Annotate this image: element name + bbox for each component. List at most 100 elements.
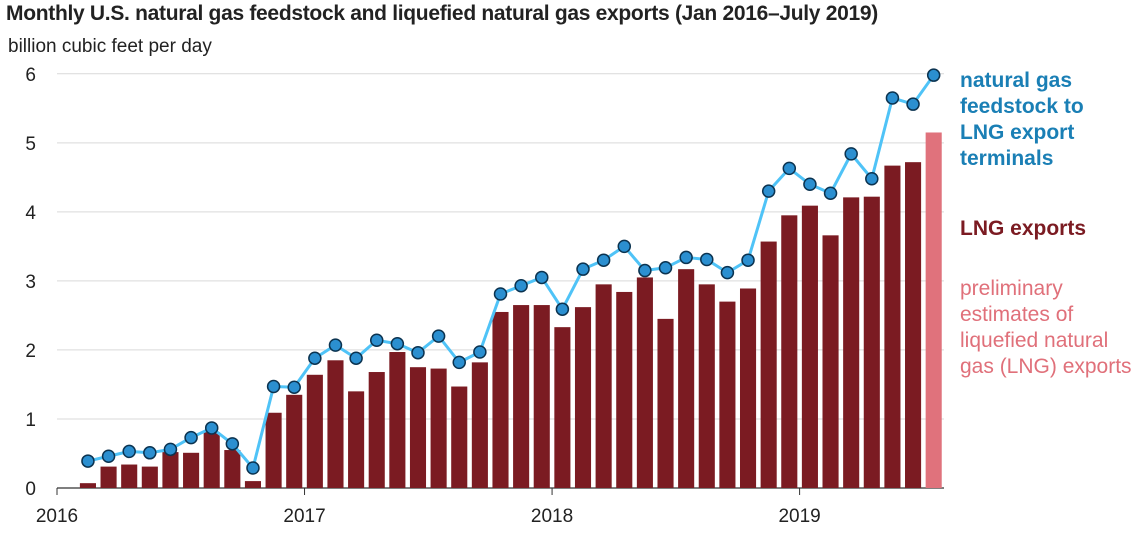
feedstock-point <box>596 253 611 267</box>
lng-export-bar <box>698 284 715 488</box>
feedstock-point <box>452 355 466 370</box>
x-axis-ticks: 2016 2017 2018 2019 <box>36 488 821 527</box>
lng-export-bar <box>79 483 96 488</box>
lng-export-bar <box>905 162 922 489</box>
feedstock-point <box>638 263 652 278</box>
feedstock-point <box>163 442 178 457</box>
feedstock-point <box>555 302 570 316</box>
feedstock-point <box>246 461 260 475</box>
feedstock-point <box>431 329 446 343</box>
lng-export-bar <box>513 305 530 488</box>
lng-export-bar <box>141 466 158 488</box>
y-tick-label: 1 <box>25 410 36 431</box>
x-tick-label: 2017 <box>283 506 325 527</box>
y-tick-label: 5 <box>25 134 36 155</box>
lng-export-bar <box>430 368 447 488</box>
feedstock-point <box>390 336 405 351</box>
lng-export-bar <box>616 291 633 488</box>
lng-export-bar <box>121 464 138 488</box>
lng-export-bar <box>863 196 880 488</box>
x-tick-label: 2018 <box>531 506 573 527</box>
feedstock-point <box>266 379 281 394</box>
lng-chart: 0 1 2 3 4 5 6 2016 2017 2018 2019 <box>25 65 944 527</box>
legend-preliminary: preliminary estimates of liquefied natur… <box>960 277 1132 378</box>
lng-export-bar <box>451 386 468 488</box>
legend-feedstock: natural gas feedstock to LNG export term… <box>960 69 1084 170</box>
y-axis-unit-label: billion cubic feet per day <box>8 36 212 57</box>
lng-export-bar <box>203 432 220 488</box>
lng-export-bar <box>265 412 282 488</box>
feedstock-point <box>803 177 817 192</box>
lng-export-bar <box>389 352 406 488</box>
feedstock-point <box>926 68 941 82</box>
lng-export-bar <box>781 215 798 489</box>
lng-export-bar <box>636 277 653 488</box>
lng-export-bar <box>657 318 674 488</box>
lng-export-bar <box>286 394 303 488</box>
feedstock-point <box>576 262 590 276</box>
feedstock-point <box>906 97 920 111</box>
y-tick-label: 6 <box>25 65 36 86</box>
feedstock-point <box>823 186 838 200</box>
lng-export-bars <box>79 132 942 489</box>
feedstock-point <box>720 265 735 280</box>
feedstock-point <box>865 171 879 186</box>
y-tick-label: 2 <box>25 341 36 362</box>
lng-export-bar <box>801 205 818 488</box>
y-tick-label: 0 <box>25 479 36 500</box>
lng-export-bar <box>348 391 365 488</box>
lng-export-bar <box>554 327 571 488</box>
feedstock-point <box>617 239 632 254</box>
lng-export-bar <box>739 288 757 488</box>
feedstock-point <box>369 333 384 348</box>
lng-export-bar <box>678 269 695 488</box>
feedstock-point <box>844 147 858 161</box>
lng-export-bar <box>306 374 323 488</box>
feedstock-point <box>101 449 116 463</box>
feedstock-point <box>328 338 343 352</box>
x-tick-label: 2016 <box>36 506 78 527</box>
legend-lng-exports: LNG exports <box>960 217 1087 240</box>
lng-export-bar <box>224 450 241 488</box>
feedstock-point <box>535 270 549 285</box>
feedstock-point <box>782 161 797 176</box>
lng-export-bar <box>822 235 839 488</box>
feedstock-point <box>411 345 425 360</box>
lng-export-bar <box>843 197 860 488</box>
lng-export-bar <box>244 481 262 488</box>
lng-export-bar <box>183 452 200 488</box>
feedstock-point <box>308 351 322 365</box>
feedstock-point <box>741 253 755 267</box>
lng-export-bar <box>719 301 736 488</box>
y-tick-label: 3 <box>25 272 36 293</box>
lng-export-bar <box>574 307 592 488</box>
lng-export-bar <box>162 452 179 488</box>
lng-export-bar <box>409 367 427 488</box>
feedstock-point <box>184 430 198 445</box>
feedstock-point <box>514 278 528 293</box>
feedstock-point <box>204 421 219 435</box>
lng-export-bar <box>100 466 117 488</box>
feedstock-point <box>122 444 136 459</box>
feedstock-point <box>473 345 487 359</box>
x-tick-label: 2019 <box>778 506 820 527</box>
feedstock-point <box>700 252 714 267</box>
preliminary-lng-export-bar <box>925 132 942 488</box>
y-axis-ticks: 0 1 2 3 4 5 6 <box>25 65 36 500</box>
feedstock-point <box>143 446 157 460</box>
chart-title: Monthly U.S. natural gas feedstock and l… <box>6 2 878 25</box>
feedstock-point <box>493 287 508 301</box>
feedstock-point <box>679 250 693 265</box>
feedstock-line-series <box>81 68 941 475</box>
lng-export-bar <box>760 241 777 488</box>
lng-export-bar <box>368 372 385 488</box>
lng-export-bar <box>492 311 509 488</box>
lng-export-bar <box>884 165 901 488</box>
feedstock-point <box>287 380 301 394</box>
y-tick-label: 4 <box>25 203 36 224</box>
lng-export-bar <box>595 284 612 488</box>
feedstock-point <box>885 91 900 105</box>
feedstock-point <box>349 351 363 365</box>
feedstock-point <box>225 437 240 451</box>
feedstock-point <box>81 454 95 468</box>
